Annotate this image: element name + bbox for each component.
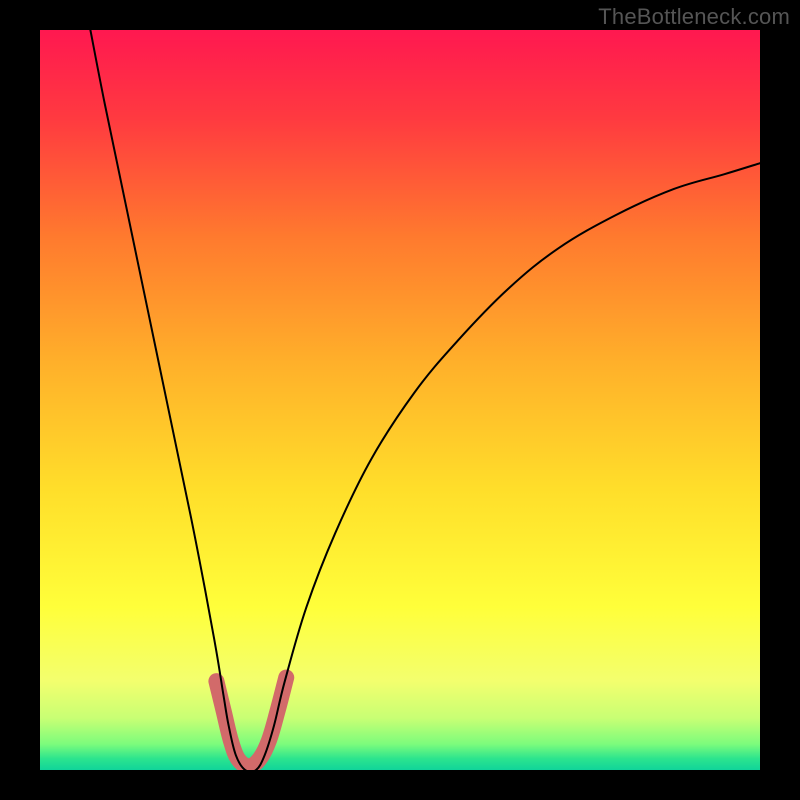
plot-area xyxy=(40,30,760,770)
watermark-text: TheBottleneck.com xyxy=(598,4,790,30)
chart-svg xyxy=(40,30,760,770)
gradient-bg xyxy=(40,30,760,770)
frame: TheBottleneck.com xyxy=(0,0,800,800)
